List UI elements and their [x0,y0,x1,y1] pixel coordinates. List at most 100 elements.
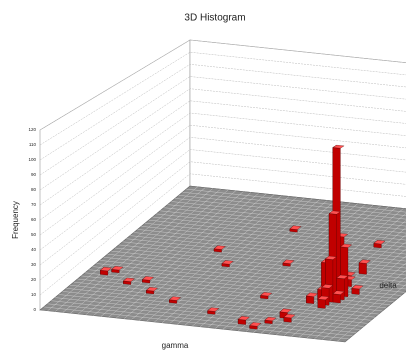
bar [283,313,296,323]
bar [111,265,124,274]
bar-front-face [306,295,315,304]
z-tick-label: 60 [31,217,37,222]
bar-top-face [289,225,302,230]
floor-grid [174,198,406,223]
floor-grid [133,232,406,262]
bar-top-face [336,274,349,279]
bar-top-face [332,290,345,295]
floor-grid [144,223,406,251]
floor-grid [329,277,406,341]
bar [351,284,364,295]
bar-front-face [317,298,326,309]
bar [168,296,181,304]
bar [249,322,262,330]
floor-grid [118,244,406,276]
grid-line [39,39,406,131]
bar [141,276,154,284]
grid-line [39,51,406,146]
floor-grid [148,219,406,248]
bar-top-face [207,307,220,312]
bar-top-face [279,308,292,313]
bar [373,239,386,249]
y-axis-label: delta [379,281,397,290]
bar-top-face [141,276,154,281]
floor-grid [238,206,389,331]
floor-grid [114,247,406,279]
bar-top-face [305,292,318,297]
chart-title: 3D Histogram [184,13,245,24]
z-tick-label: 110 [29,142,37,147]
bar [213,245,226,253]
z-tick-label: 30 [31,262,37,267]
z-tick-label: 70 [31,202,37,207]
bar [305,292,318,304]
bar-top-face [213,245,226,250]
bar [289,225,302,233]
z-tick-label: 20 [31,277,37,282]
bar-top-face [145,287,158,292]
bar-top-face [358,259,371,264]
floor-grid [156,213,406,241]
floor-grid [152,216,406,244]
bar [282,259,295,267]
floor-grid [122,241,406,272]
bar [264,316,277,325]
bar [260,291,273,300]
floor-grid [199,202,351,327]
bar-top-face [283,313,296,319]
grid-line [39,64,406,161]
bar-top-face [237,316,250,321]
bar-top-face [324,255,337,260]
z-tick-label: 80 [31,187,37,192]
z-tick-label: 0 [33,307,36,312]
bar [99,266,112,276]
bar [317,295,330,309]
bar-top-face [221,260,234,265]
z-tick-label: 90 [31,172,37,177]
bar-top-face [317,295,330,301]
bar-top-face [111,266,124,271]
floor-grid [163,207,406,234]
bar-top-face [373,240,386,245]
grid-line [39,137,406,251]
bar [122,277,135,285]
z-tick-label: 120 [28,127,36,132]
bar [279,308,292,319]
floor-grid [245,207,397,332]
floor-grid [337,284,406,342]
grid-line [39,161,406,281]
floor-grid [321,270,406,340]
floor-grid [171,201,406,227]
floor-grid [230,205,381,331]
floor-grid [314,262,406,339]
bar-top-face [332,144,345,149]
bar-top-face [351,284,364,290]
grid-line [39,88,406,191]
grid-line [39,124,406,236]
z-tick-label: 100 [28,157,36,162]
bar-front-face [358,262,367,275]
z-tick-label: 10 [31,292,37,297]
bar [145,286,158,295]
bar [358,259,371,275]
bar-top-face [99,266,112,272]
floor-grid [159,210,406,237]
floor-grid [129,235,406,265]
floor-grid [126,238,406,269]
grid-line [39,112,406,221]
bar-front-face [351,288,360,295]
x-axis-label: gamma [162,341,189,350]
z-axis-label: Frequency [11,201,20,239]
bar [207,307,220,315]
floor-grid [137,229,406,258]
floor-grid [178,195,406,220]
floor-grid [141,226,406,255]
grid-line [39,100,406,206]
floor-grid [222,205,374,330]
bar-top-face [321,284,334,289]
bar-top-face [260,292,273,297]
bar [332,290,345,304]
bar [221,260,234,268]
